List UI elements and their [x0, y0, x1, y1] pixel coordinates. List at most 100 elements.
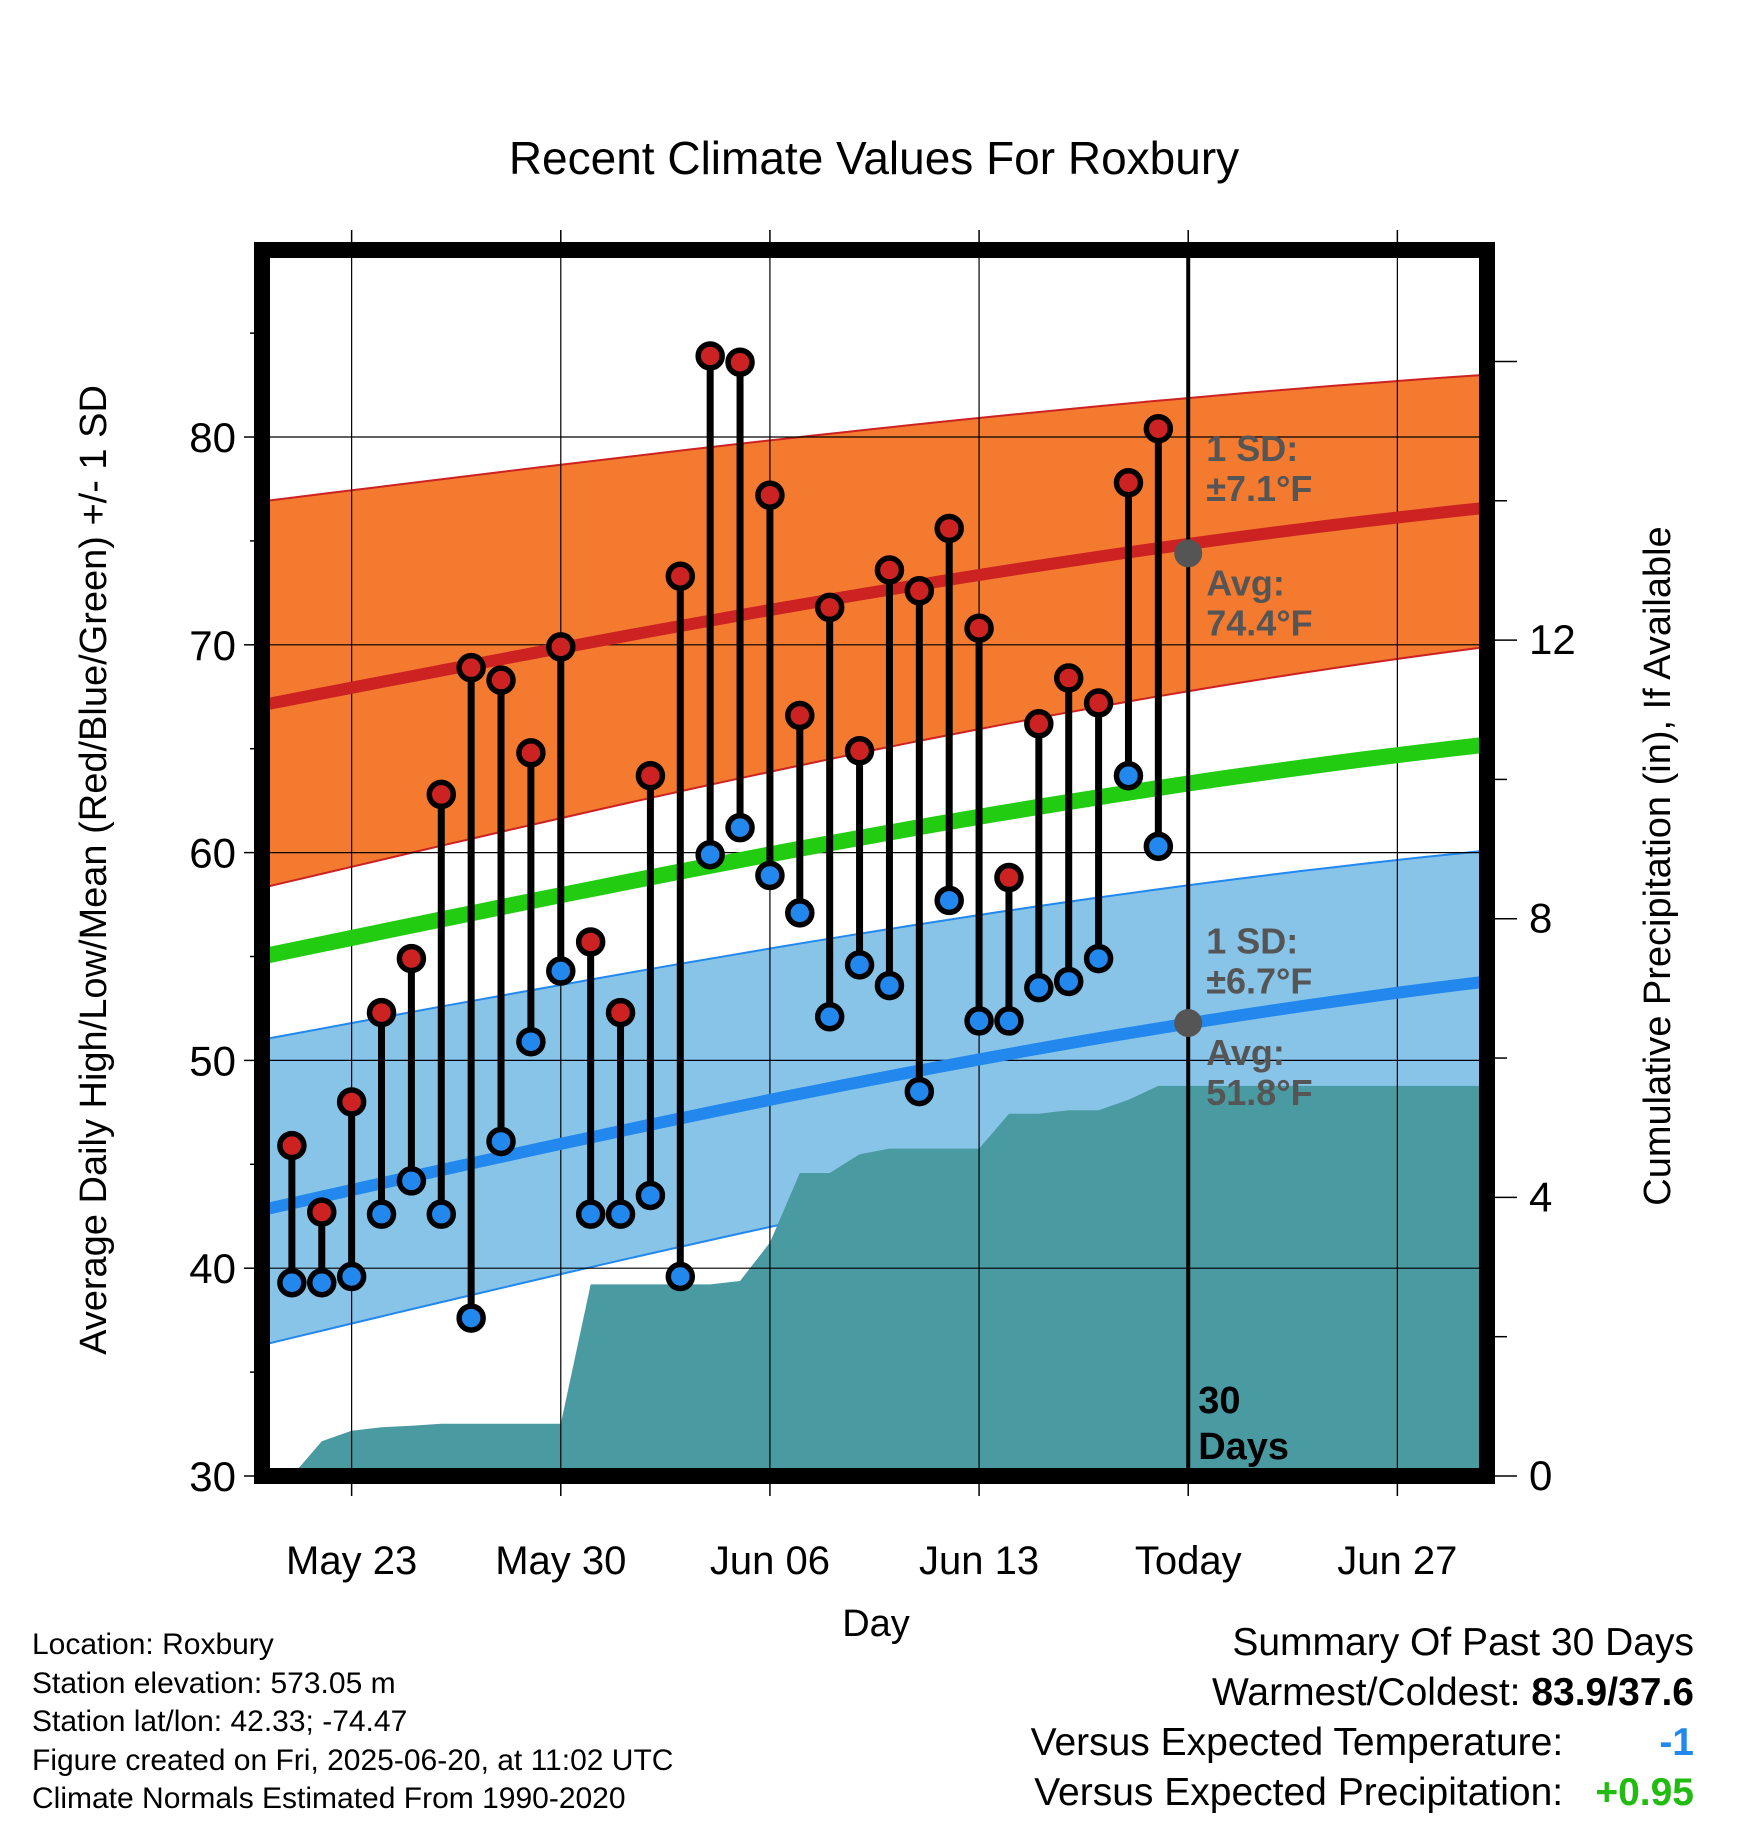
summary-title: Summary Of Past 30 Days	[1232, 1621, 1694, 1664]
low-point	[904, 1076, 935, 1107]
low-point	[486, 1126, 516, 1157]
low-point	[336, 1261, 367, 1292]
high-avg-value: 74.4°F	[1206, 602, 1312, 643]
x-tick-label: Jun 06	[710, 1539, 830, 1583]
normal-low-line	[260, 975, 1488, 1216]
high-sd-label: 1 SD:	[1206, 428, 1298, 469]
summary-precip-row: Versus Expected Precipitation: +0.95	[1031, 1768, 1694, 1818]
y-tick-label-left: 30	[189, 1453, 236, 1500]
summary-precip-label: Versus Expected Precipitation:	[1034, 1771, 1564, 1814]
station-info: Location: Roxbury Station elevation: 573…	[32, 1626, 673, 1819]
y-tick-label-left: 60	[189, 830, 236, 877]
high-point	[725, 347, 755, 377]
summary-temp-value: -1	[1659, 1721, 1694, 1764]
low-sd-label: 1 SD:	[1206, 920, 1298, 961]
summary-temp-label: Versus Expected Temperature:	[1030, 1721, 1564, 1764]
x-tick-label: Jun 13	[919, 1539, 1039, 1583]
today-low-avg-marker	[1174, 1009, 1203, 1038]
summary-precip-value: +0.95	[1595, 1771, 1694, 1814]
high-point	[665, 561, 696, 591]
low-point	[785, 898, 815, 928]
high-point	[695, 341, 725, 371]
summary-warmest-label: Warmest/Coldest:	[1212, 1671, 1521, 1714]
low-point	[934, 885, 964, 916]
y-tick-label-left: 80	[189, 414, 236, 461]
high-point	[1024, 709, 1054, 739]
high-avg-label: Avg:	[1206, 562, 1285, 603]
low-point	[277, 1267, 307, 1298]
high-point	[934, 513, 964, 544]
days-label: 30	[1198, 1380, 1240, 1422]
summary-temp-row: Versus Expected Temperature: -1	[1031, 1718, 1694, 1768]
y-tick-label-right: 4	[1529, 1173, 1552, 1220]
created-text: Figure created on Fri, 2025-06-20, at 11…	[32, 1743, 674, 1777]
high-point	[307, 1197, 337, 1227]
high-point	[785, 700, 815, 731]
low-point	[814, 1002, 845, 1032]
high-point	[755, 480, 785, 510]
y-tick-label-left: 40	[189, 1245, 236, 1292]
today-high-avg-marker	[1174, 539, 1203, 568]
high-sd-value: ±7.1°F	[1206, 468, 1312, 509]
low-point	[605, 1199, 636, 1229]
latlon-text: Station lat/lon: 42.33; -74.47	[32, 1705, 408, 1738]
low-point	[1053, 966, 1084, 997]
high-point	[1143, 413, 1174, 444]
y-tick-label-right: 12	[1529, 616, 1576, 663]
high-point	[546, 632, 576, 662]
plot-frame	[254, 242, 1495, 1484]
low-sd-value: ±6.7°F	[1206, 960, 1312, 1001]
high-point	[844, 736, 875, 766]
precip-area	[262, 1085, 1487, 1476]
high-point	[486, 665, 516, 695]
summary-warmest-row: Warmest/Coldest: 83.9/37.6	[1031, 1668, 1694, 1718]
x-axis-label: Day	[842, 1603, 910, 1645]
low-point	[1083, 943, 1114, 974]
high-point	[964, 613, 994, 643]
x-tick-label: May 30	[495, 1539, 626, 1583]
high-point	[396, 943, 427, 974]
high-point	[605, 997, 636, 1028]
high-point	[1053, 663, 1084, 693]
low-point	[635, 1180, 666, 1211]
x-tick-label: Today	[1135, 1539, 1242, 1583]
low-point	[575, 1199, 606, 1229]
high-point	[575, 927, 606, 957]
low-point	[695, 839, 725, 870]
low-point	[844, 950, 875, 980]
x-tick-label: Jun 27	[1337, 1539, 1457, 1583]
high-point	[336, 1087, 367, 1117]
summary-panel: Summary Of Past 30 Days Warmest/Coldest:…	[1031, 1618, 1694, 1818]
x-tick-label: May 23	[286, 1539, 417, 1583]
low-point	[546, 956, 576, 986]
low-point	[874, 970, 905, 1001]
low-point	[994, 1006, 1024, 1036]
high-point	[277, 1130, 307, 1161]
high-point	[814, 592, 845, 623]
low-point	[366, 1199, 397, 1229]
high-point	[635, 760, 666, 791]
low-point	[426, 1199, 457, 1229]
y-tick-label-right: 8	[1529, 895, 1552, 942]
y-axis-label-left: Average Daily High/Low/Mean (Red/Blue/Gr…	[73, 385, 115, 1355]
low-point	[665, 1261, 696, 1292]
high-point	[994, 862, 1024, 893]
chart-title: Recent Climate Values For Roxbury	[509, 132, 1239, 184]
low-point	[964, 1006, 994, 1036]
location-text: Location: Roxbury	[32, 1628, 274, 1661]
high-point	[1083, 688, 1114, 718]
high-point	[904, 576, 935, 606]
low-point	[1143, 831, 1174, 862]
low-avg-label: Avg:	[1206, 1032, 1285, 1073]
high-point	[1113, 467, 1144, 498]
y-axis-label-right: Cumulative Precipitation (in), If Availa…	[1637, 526, 1679, 1205]
normals-text: Climate Normals Estimated From 1990-2020	[32, 1782, 626, 1815]
summary-warmest-value: 83.9/37.6	[1531, 1671, 1694, 1714]
low-point	[1113, 760, 1144, 791]
low-point	[725, 812, 755, 843]
y-tick-label-right: 0	[1529, 1452, 1552, 1499]
high-point	[426, 779, 457, 810]
low-point	[396, 1166, 427, 1196]
